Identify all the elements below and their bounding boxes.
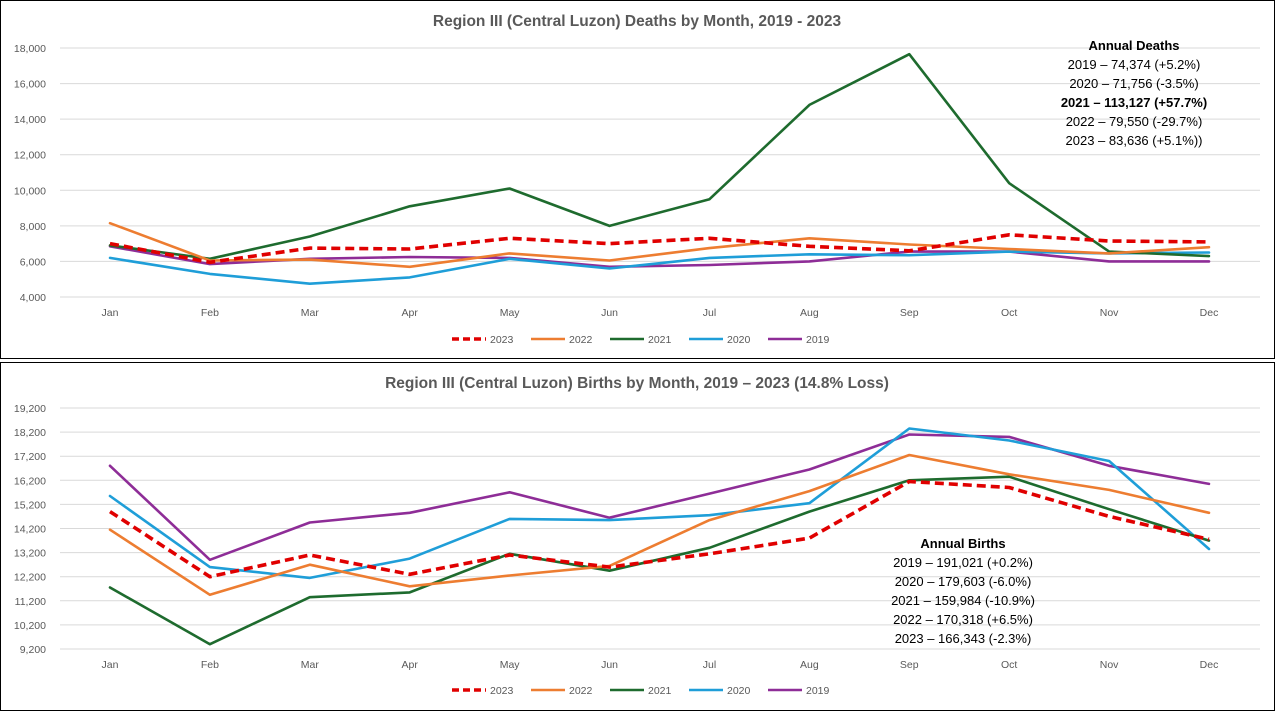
births-annotation-line: 2019 – 191,021 (+0.2%) [893,555,1033,570]
births-series-line-2022 [108,453,1211,597]
births-legend-label-2023: 2023 [490,685,514,697]
deaths-legend-label-2019: 2019 [806,334,830,346]
births-chart-frame [0,362,1275,711]
deaths-x-tick-label: Dec [1200,307,1219,319]
births-legend-label-2021: 2021 [648,685,672,697]
deaths-chart-frame [0,0,1275,359]
births-y-tick-label: 15,200 [14,499,46,511]
births-x-tick-label: Jan [102,659,119,671]
deaths-x-tick-label: Mar [301,307,320,319]
deaths-y-tick-label: 8,000 [20,221,46,233]
births-y-tick-label: 17,200 [14,451,46,463]
births-annotation-line: 2023 – 166,343 (-2.3%) [895,631,1032,646]
deaths-annotation-line: 2021 – 113,127 (+57.7%) [1061,95,1207,110]
deaths-x-tick-label: Feb [201,307,219,319]
births-chart: Region III (Central Luzon) Births by Mon… [0,362,1275,711]
births-y-tick-label: 13,200 [14,548,46,560]
deaths-y-tick-label: 16,000 [14,79,46,91]
births-x-tick-label: Oct [1001,659,1017,671]
deaths-y-tick-label: 4,000 [20,292,46,304]
births-series-line-2023 [109,479,1210,579]
births-annotation-line: 2020 – 179,603 (-6.0%) [895,574,1032,589]
deaths-y-tick-label: 12,000 [14,150,46,162]
deaths-annotation-line: 2019 – 74,374 (+5.2%) [1068,57,1201,72]
births-y-tick-label: 10,200 [14,620,46,632]
deaths-x-tick-label: Jun [601,307,618,319]
deaths-x-tick-label: Aug [800,307,819,319]
deaths-series-line-2020 [108,250,1211,286]
births-y-tick-label: 12,200 [14,572,46,584]
deaths-x-tick-label: Oct [1001,307,1017,319]
deaths-series-line-2021 [108,52,1211,261]
births-x-tick-label: Apr [402,659,419,671]
births-legend-label-2020: 2020 [727,685,751,697]
births-annotation-line: 2022 – 170,318 (+6.5%) [893,612,1033,627]
deaths-x-tick-label: Jul [703,307,716,319]
deaths-chart: Region III (Central Luzon) Deaths by Mon… [0,0,1275,359]
deaths-annotation-line: 2023 – 83,636 (+5.1%)) [1066,133,1203,148]
births-y-tick-label: 19,200 [14,403,46,415]
deaths-annotation-line: 2020 – 71,756 (-3.5%) [1069,76,1198,91]
births-legend-label-2019: 2019 [806,685,830,697]
births-series-line-2020 [108,427,1211,580]
deaths-legend-label-2022: 2022 [569,334,593,346]
births-x-tick-label: Mar [301,659,320,671]
deaths-chart-title: Region III (Central Luzon) Deaths by Mon… [433,13,842,30]
births-x-tick-label: Feb [201,659,219,671]
deaths-series-line-2022 [108,221,1211,269]
deaths-legend-label-2023: 2023 [490,334,514,346]
deaths-y-tick-label: 10,000 [14,185,46,197]
births-series-line-2019 [108,433,1211,562]
deaths-x-tick-label: Apr [402,307,419,319]
births-x-tick-label: Jul [703,659,716,671]
births-x-tick-label: Nov [1100,659,1119,671]
births-y-tick-label: 9,200 [20,644,46,656]
births-x-tick-label: Aug [800,659,819,671]
deaths-x-tick-label: Jan [102,307,119,319]
deaths-series-line-2023 [109,233,1210,265]
deaths-x-tick-label: Nov [1100,307,1119,319]
births-x-tick-label: Dec [1200,659,1219,671]
deaths-x-tick-label: May [500,307,521,319]
births-y-tick-label: 14,200 [14,524,46,536]
births-y-tick-label: 11,200 [15,596,46,608]
deaths-legend-label-2021: 2021 [648,334,672,346]
deaths-annotation-line: 2022 – 79,550 (-29.7%) [1066,114,1203,129]
deaths-annotation-heading: Annual Deaths [1088,38,1179,53]
deaths-legend-label-2020: 2020 [727,334,751,346]
births-annotation-line: 2021 – 159,984 (-10.9%) [891,593,1035,608]
deaths-y-tick-label: 14,000 [14,114,46,126]
births-x-tick-label: Sep [900,659,919,671]
deaths-x-tick-label: Sep [900,307,919,319]
deaths-y-tick-label: 6,000 [20,256,46,268]
births-legend-label-2022: 2022 [569,685,593,697]
births-chart-title: Region III (Central Luzon) Births by Mon… [385,375,889,392]
deaths-y-tick-label: 18,000 [14,43,46,55]
births-x-tick-label: May [500,659,521,671]
births-y-tick-label: 16,200 [14,475,46,487]
births-y-tick-label: 18,200 [14,427,46,439]
births-x-tick-label: Jun [601,659,618,671]
births-annotation-heading: Annual Births [920,536,1005,551]
